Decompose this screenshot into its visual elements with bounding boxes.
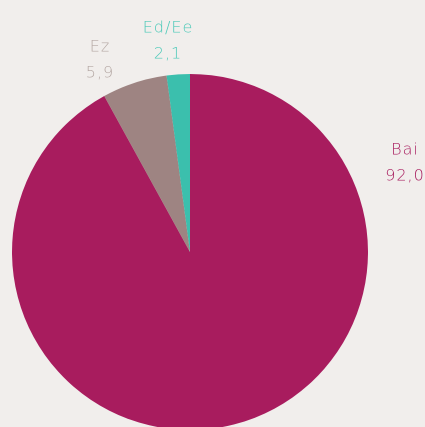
slice-label: Bai	[391, 140, 419, 159]
pie-slice	[166, 74, 190, 252]
slice-value-label: 92,0	[385, 166, 425, 185]
slice-label: Ez	[90, 37, 111, 56]
slice-label: Ed/Ee	[143, 18, 194, 37]
slice-value-label: 2,1	[154, 44, 182, 63]
pie-slice	[12, 74, 368, 427]
slice-value-label: 5,9	[86, 63, 114, 82]
pie-slice	[104, 75, 190, 252]
